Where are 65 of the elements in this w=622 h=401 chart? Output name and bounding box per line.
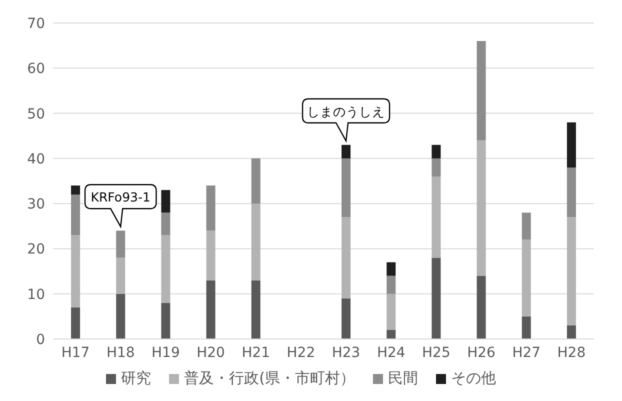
bar: [432, 258, 441, 339]
y-tick-label: 30: [27, 196, 45, 213]
x-tick-label: H24: [376, 344, 406, 361]
bar: [206, 230, 216, 280]
bar: [476, 41, 486, 140]
bar: [116, 294, 126, 339]
legend-label: 普及・行政(県・市町村）: [183, 369, 355, 388]
bar: [432, 158, 441, 176]
y-tick-label: 0: [36, 332, 45, 348]
x-tick-label: H21: [242, 344, 270, 361]
x-tick-label: H22: [286, 344, 316, 361]
bar: [251, 204, 260, 280]
bar: [386, 276, 396, 294]
y-tick-label: 70: [27, 16, 45, 32]
x-tick-label: H27: [512, 344, 541, 361]
annotation: しまのうしえ: [307, 104, 386, 119]
bar: [522, 240, 531, 316]
y-tick-label: 10: [27, 286, 45, 303]
x-tick-label: H26: [467, 344, 496, 361]
bar: [522, 316, 531, 339]
bar: [386, 330, 396, 339]
bar: [522, 212, 531, 240]
x-tick-label: H20: [196, 344, 225, 361]
bar: [566, 167, 576, 218]
y-tick-label: 50: [27, 106, 45, 122]
bar: [251, 280, 260, 339]
bar: [566, 217, 576, 326]
bar: [71, 186, 80, 195]
bar: [161, 212, 170, 236]
bar: [206, 280, 216, 339]
bar: [476, 140, 486, 276]
bar: [161, 302, 170, 339]
bar: [342, 144, 351, 158]
bar: [342, 217, 351, 298]
x-tick-label: H18: [106, 344, 135, 361]
bar: [476, 276, 486, 339]
legend-label: 民間: [386, 369, 418, 388]
bar: [161, 190, 170, 213]
annotation: KRFo93-1: [90, 190, 150, 205]
bar: [71, 194, 80, 236]
bar: [71, 235, 80, 308]
bar: [432, 144, 441, 158]
bar: [71, 307, 80, 339]
bar: [386, 294, 396, 330]
bar: [116, 230, 126, 258]
bar: [116, 258, 126, 294]
bar: [566, 122, 576, 168]
x-tick-label: H17: [61, 344, 90, 361]
bar: [386, 262, 396, 276]
x-tick-label: H28: [557, 344, 586, 361]
legend-label: その他: [450, 369, 496, 388]
bar: [161, 235, 170, 303]
y-tick-label: 40: [27, 151, 45, 168]
bar: [566, 325, 576, 339]
bar: [251, 158, 260, 204]
y-tick-label: 60: [27, 61, 45, 78]
x-tick-label: H25: [422, 344, 450, 361]
bar: [206, 186, 216, 231]
y-tick-label: 20: [27, 242, 45, 258]
x-tick-label: H23: [332, 344, 360, 361]
x-tick-label: H19: [152, 344, 180, 361]
bar: [342, 158, 351, 218]
bar: [432, 176, 441, 258]
bar: [342, 298, 351, 339]
legend-label: 研究: [120, 369, 152, 388]
